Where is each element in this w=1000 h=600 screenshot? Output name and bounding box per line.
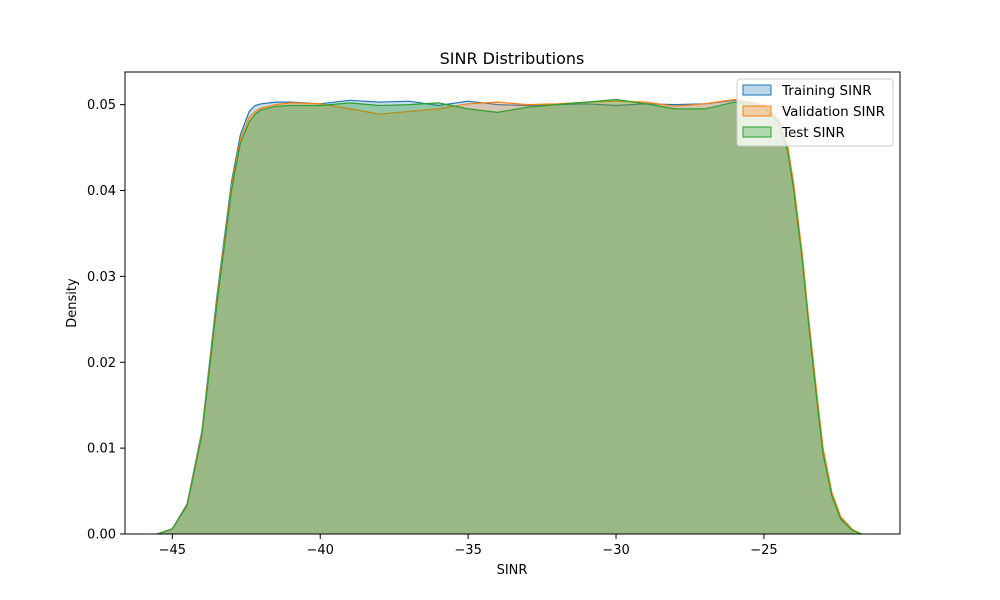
- y-axis-label: Density: [65, 278, 80, 328]
- series-line-3: [157, 98, 862, 535]
- y-ticks: 0.00 0.01 0.02 0.03 0.04 0.05: [87, 98, 125, 543]
- x-tick-label: −30: [602, 543, 629, 558]
- x-tick-label: −40: [307, 543, 334, 558]
- series-area-3: [157, 99, 862, 534]
- series-layer: [157, 98, 862, 535]
- legend-swatch: [742, 84, 772, 96]
- legend-swatch: [742, 126, 772, 138]
- y-tick-label: 0.00: [87, 528, 116, 543]
- series-area-2: [157, 99, 862, 534]
- plot-frame: [124, 71, 901, 535]
- x-tick-label: −35: [454, 543, 481, 558]
- y-tick-label: 0.04: [87, 184, 116, 199]
- legend-label: Training SINR: [781, 83, 872, 99]
- x-tick-label: −45: [159, 543, 186, 558]
- series-area-1: [157, 100, 862, 535]
- y-tick-label: 0.02: [87, 356, 116, 371]
- legend-label: Validation SINR: [782, 104, 885, 120]
- chart-title: SINR Distributions: [440, 49, 585, 68]
- legend-label: Test SINR: [781, 125, 845, 141]
- y-tick-label: 0.01: [87, 442, 116, 457]
- y-tick-label: 0.05: [87, 98, 116, 113]
- legend: Training SINR Validation SINR Test SINR: [736, 78, 894, 147]
- x-tick-label: −25: [750, 543, 777, 558]
- x-axis-label: SINR: [497, 563, 528, 578]
- x-ticks: −45 −40 −35 −30 −25: [159, 534, 778, 558]
- y-tick-label: 0.03: [87, 270, 116, 285]
- legend-swatch: [742, 105, 772, 117]
- legend-box: [736, 78, 894, 147]
